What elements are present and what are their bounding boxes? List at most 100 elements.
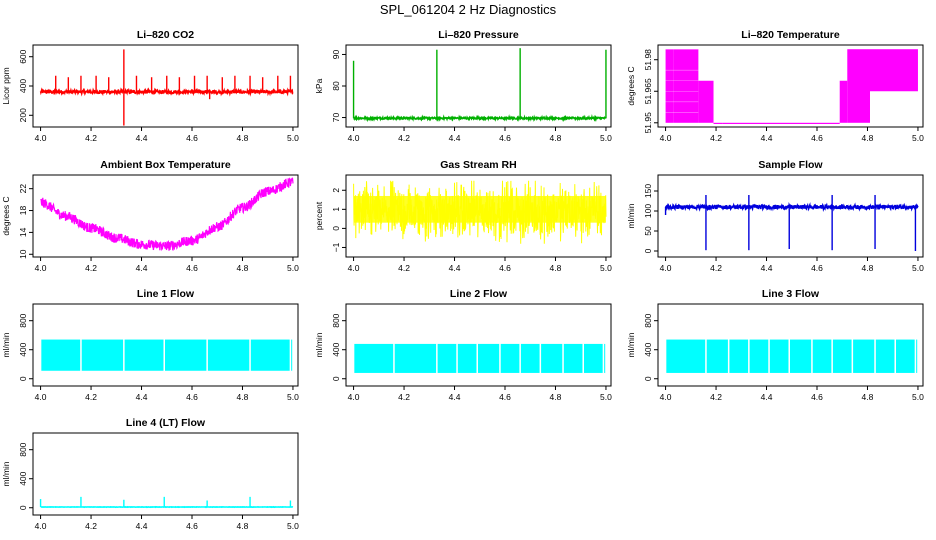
- series-line: [40, 177, 294, 252]
- chart-title: Gas Stream RH: [440, 159, 516, 171]
- plot-frame: [32, 44, 299, 128]
- chart-panel-1: Li–820 CO2 Licor ppm 4.0 4.2 4.4 4.6 4.8 5.0 200…: [1, 29, 299, 143]
- y-tick-label: 51.965: [643, 78, 653, 104]
- figure-title: SPL_061204 2 Hz Diagnostics: [379, 2, 557, 17]
- x-tick-label: 4.2: [398, 263, 410, 273]
- data-series: [664, 195, 919, 251]
- y-tick-label: 150: [643, 184, 653, 198]
- x-tick-label: 4.4: [761, 133, 773, 143]
- y-tick-label: 18: [18, 206, 28, 216]
- x-tick-label: 4.0: [660, 392, 672, 402]
- flow-block: [354, 343, 394, 373]
- x-tick-label: 4.6: [811, 392, 823, 402]
- y-tick-label: 400: [331, 342, 341, 356]
- y-axis-label: percent: [314, 201, 324, 230]
- y-tick-label: 80: [331, 81, 341, 91]
- data-series: [354, 343, 606, 373]
- x-tick-label: 5.0: [287, 133, 299, 143]
- y-tick-label: 0: [643, 376, 653, 381]
- data-series: [665, 48, 918, 124]
- x-tick-label: 4.6: [186, 392, 198, 402]
- x-tick-label: 4.6: [499, 133, 511, 143]
- data-series: [353, 180, 607, 244]
- x-tick-label: 4.6: [186, 521, 198, 531]
- flow-block: [520, 343, 540, 373]
- x-tick-label: 5.0: [912, 263, 924, 273]
- flow-block: [895, 339, 915, 373]
- y-axis-label: kPa: [314, 78, 324, 93]
- y-tick-label: 70: [331, 113, 341, 123]
- chart-panel-4: Ambient Box Temperature degrees C 4.0 4.2 4.…: [1, 159, 299, 273]
- y-tick-label: 50: [643, 226, 653, 236]
- x-tick-label: 4.0: [35, 263, 47, 273]
- y-tick-label: 51.98: [643, 49, 653, 71]
- data-series: [40, 177, 294, 252]
- flow-block: [500, 343, 520, 373]
- series-line: [353, 114, 607, 123]
- flow-block: [563, 343, 583, 373]
- flow-block: [164, 339, 207, 371]
- x-tick-label: 4.8: [862, 392, 874, 402]
- x-tick-label: 4.8: [550, 133, 562, 143]
- x-tick-label: 4.6: [811, 133, 823, 143]
- y-axis-label: ml/min: [314, 332, 324, 357]
- plot-frame: [345, 303, 612, 387]
- y-tick-label: 400: [643, 342, 653, 356]
- flow-block: [394, 343, 437, 373]
- chart-title: Li–820 CO2: [137, 29, 194, 41]
- x-tick-label: 5.0: [600, 133, 612, 143]
- y-axis-label: ml/min: [626, 332, 636, 357]
- chart-panel-6: Sample Flow ml/min 4.0 4.2 4.4 4.6 4.8 5.0 0 50 10…: [626, 159, 924, 273]
- x-tick-label: 5.0: [912, 133, 924, 143]
- y-tick-label: 600: [18, 49, 28, 63]
- series-band: [353, 195, 606, 223]
- y-tick-label: 0: [331, 376, 341, 381]
- data-series: [39, 49, 294, 126]
- flow-block: [457, 343, 477, 373]
- x-tick-label: 4.0: [348, 392, 360, 402]
- y-tick-label: −1: [331, 242, 341, 252]
- flow-block: [666, 339, 706, 373]
- flow-block: [875, 339, 895, 373]
- x-tick-label: 4.4: [136, 133, 148, 143]
- flow-block: [541, 343, 563, 373]
- x-tick-label: 4.2: [710, 392, 722, 402]
- chart-title: Line 2 Flow: [450, 288, 508, 300]
- temp-band: [870, 49, 918, 92]
- chart-panel-3: Li–820 Temperature degrees C 4.0 4.2 4.4 4.6 4…: [626, 29, 924, 143]
- temp-band: [673, 49, 699, 123]
- y-tick-label: 0: [331, 226, 341, 231]
- flow-block: [916, 339, 918, 373]
- flow-block: [853, 339, 875, 373]
- chart-panel-5: Gas Stream RH percent 4.0 4.2 4.4 4.6 4.8 5.0 −1…: [314, 159, 612, 273]
- y-tick-label: 400: [18, 342, 28, 356]
- plot-frame: [657, 44, 924, 128]
- data-series: [352, 48, 607, 123]
- y-axis-label: Licor ppm: [1, 67, 11, 104]
- x-tick-label: 4.8: [237, 133, 249, 143]
- x-tick-label: 4.8: [550, 263, 562, 273]
- flow-block: [604, 343, 606, 373]
- flow-block: [207, 339, 250, 371]
- plot-frame: [345, 174, 612, 258]
- y-tick-label: 0: [643, 248, 653, 253]
- y-axis-label: degrees C: [1, 196, 11, 235]
- data-series: [666, 339, 918, 373]
- x-tick-label: 4.0: [348, 263, 360, 273]
- x-tick-label: 5.0: [600, 392, 612, 402]
- temp-band: [722, 122, 840, 124]
- temp-band: [847, 49, 870, 123]
- x-tick-label: 4.8: [237, 392, 249, 402]
- y-tick-label: 10: [18, 249, 28, 259]
- y-tick-label: 2: [331, 188, 341, 193]
- x-tick-label: 4.6: [186, 263, 198, 273]
- plot-frame: [32, 432, 299, 516]
- x-tick-label: 4.4: [449, 133, 461, 143]
- flow-block: [706, 339, 728, 373]
- chart-title: Line 1 Flow: [137, 288, 195, 300]
- flow-block: [250, 339, 290, 371]
- chart-panel-8: Line 2 Flow ml/min 4.0 4.2 4.4 4.6 4.8 5.0 0 400 8…: [314, 288, 612, 402]
- y-tick-label: 100: [643, 204, 653, 218]
